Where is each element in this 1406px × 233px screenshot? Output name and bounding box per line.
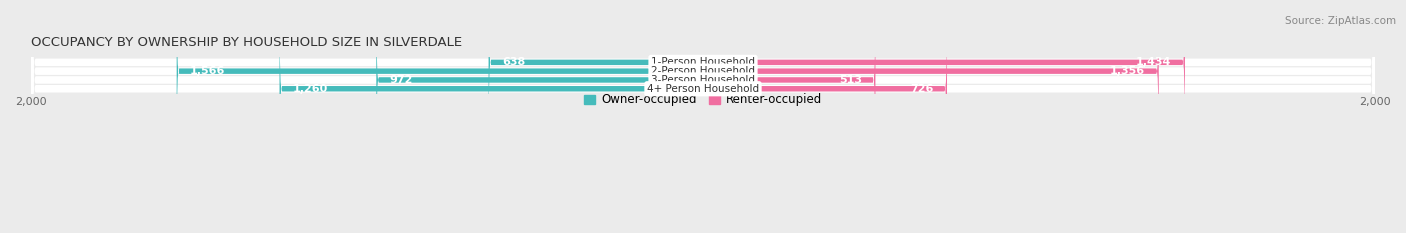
FancyBboxPatch shape	[703, 21, 948, 156]
FancyBboxPatch shape	[280, 21, 703, 156]
Text: 972: 972	[389, 75, 413, 85]
Text: 638: 638	[502, 57, 526, 67]
FancyBboxPatch shape	[177, 3, 703, 139]
FancyBboxPatch shape	[31, 0, 1375, 208]
Text: 726: 726	[910, 84, 934, 94]
FancyBboxPatch shape	[31, 0, 1375, 191]
FancyBboxPatch shape	[377, 12, 703, 147]
Text: 3-Person Household: 3-Person Household	[651, 75, 755, 85]
FancyBboxPatch shape	[31, 0, 1375, 199]
Text: 1-Person Household: 1-Person Household	[651, 57, 755, 67]
Text: 1,434: 1,434	[1136, 57, 1171, 67]
Text: 1,260: 1,260	[292, 84, 328, 94]
Text: 4+ Person Household: 4+ Person Household	[647, 84, 759, 94]
Text: 2-Person Household: 2-Person Household	[651, 66, 755, 76]
Text: 513: 513	[839, 75, 862, 85]
FancyBboxPatch shape	[488, 0, 703, 130]
Text: OCCUPANCY BY OWNERSHIP BY HOUSEHOLD SIZE IN SILVERDALE: OCCUPANCY BY OWNERSHIP BY HOUSEHOLD SIZE…	[31, 36, 463, 49]
FancyBboxPatch shape	[703, 12, 876, 147]
FancyBboxPatch shape	[703, 3, 1159, 139]
Text: Source: ZipAtlas.com: Source: ZipAtlas.com	[1285, 16, 1396, 26]
Text: 1,356: 1,356	[1111, 66, 1146, 76]
Text: 1,566: 1,566	[190, 66, 225, 76]
FancyBboxPatch shape	[703, 0, 1185, 130]
Legend: Owner-occupied, Renter-occupied: Owner-occupied, Renter-occupied	[579, 89, 827, 111]
FancyBboxPatch shape	[31, 0, 1375, 217]
